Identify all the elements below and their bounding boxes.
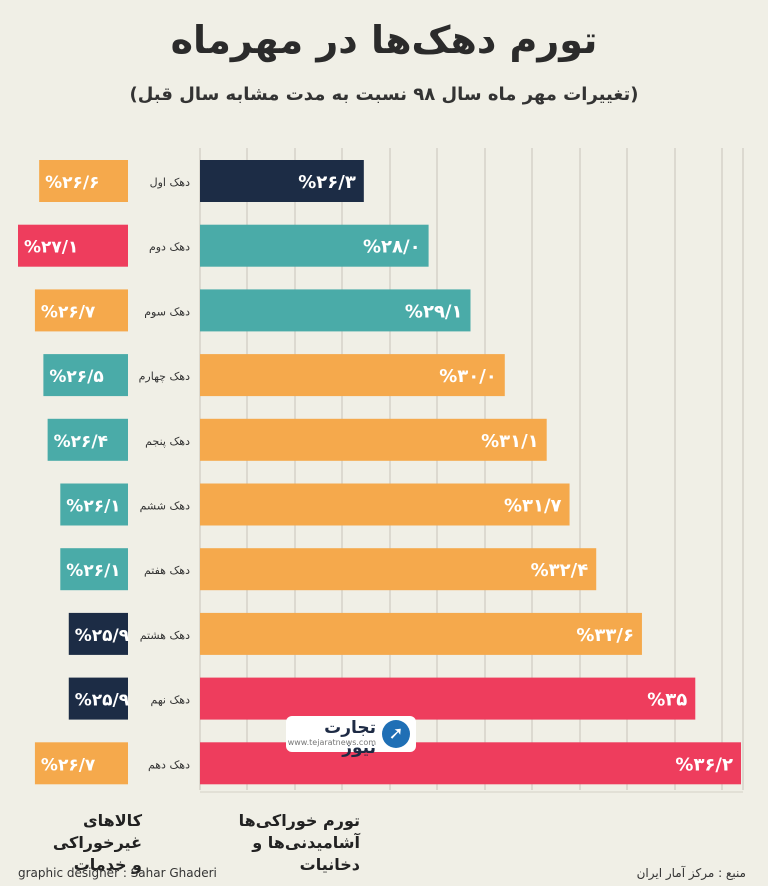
- nonfood-bar: [34, 289, 128, 332]
- arrow-logo-icon: ➚: [382, 720, 410, 748]
- food-bar: [200, 483, 570, 526]
- logo-url: www.tejaratnews.com: [287, 738, 376, 747]
- food-bar: [200, 548, 597, 591]
- nonfood-bar-label: %۲۶/۱: [66, 561, 120, 581]
- tejaratnews-logo: ➚ تجارت نیوز www.tejaratnews.com: [286, 716, 416, 758]
- legend-food-line2: آشامیدنی‌ها و دخانیات: [252, 833, 360, 874]
- food-bar: [200, 742, 741, 785]
- food-bar-label: %۲۹/۱: [405, 301, 463, 322]
- category-label: دهک دوم: [149, 241, 190, 254]
- category-label: دهک هفتم: [144, 564, 190, 577]
- food-bar: [200, 418, 547, 461]
- legend-nonfood-line1: کالاهای غیرخوراکی: [52, 811, 142, 852]
- food-bar-label: %۳۰/۰: [439, 366, 497, 387]
- nonfood-bar-label: %۲۶/۶: [45, 173, 99, 193]
- nonfood-bar: [68, 677, 128, 720]
- food-bar: [200, 354, 505, 397]
- nonfood-bar: [60, 483, 128, 526]
- food-bar: [200, 612, 642, 655]
- nonfood-bar: [34, 742, 128, 785]
- category-label: دهک سوم: [144, 305, 190, 318]
- category-label: دهک هشتم: [140, 629, 190, 642]
- food-bar-label: %۳۳/۶: [576, 625, 634, 646]
- category-label: دهک اول: [150, 176, 191, 189]
- nonfood-bar-label: %۲۵/۹: [75, 626, 130, 646]
- food-bar-label: %۲۸/۰: [363, 237, 421, 258]
- logo-name: تجارت نیوز: [324, 718, 376, 758]
- chart-title: تورم دهک‌ها در مهرماه: [170, 18, 598, 62]
- nonfood-bar-label: %۲۶/۷: [41, 302, 96, 322]
- nonfood-bar: [43, 354, 129, 397]
- nonfood-bar: [39, 160, 128, 202]
- category-label: دهک پنجم: [145, 435, 190, 448]
- chart-subtitle: (تغییرات مهر ماه سال ۹۸ نسبت به مدت مشاب…: [129, 84, 639, 105]
- food-bar: [200, 224, 429, 267]
- legend-nonfood-line2: و خدمات: [73, 855, 142, 874]
- nonfood-bar-label: %۲۷/۱: [24, 238, 78, 258]
- nonfood-bar: [47, 418, 128, 461]
- food-bar: [200, 677, 696, 720]
- food-bar-label: %۳۱/۷: [504, 496, 562, 517]
- designer-credit: graphic designer : Sahar Ghaderi: [18, 866, 217, 880]
- category-label: دهک دهم: [148, 758, 190, 771]
- legend-nonfood: کالاهای غیرخوراکی و خدمات: [12, 810, 142, 876]
- nonfood-bar: [68, 612, 128, 655]
- food-bar-label: %۳۶/۲: [675, 754, 733, 775]
- category-label: دهک نهم: [151, 694, 191, 707]
- nonfood-bar-label: %۲۶/۵: [49, 367, 103, 387]
- legend-food-line1: تورم خوراکی‌ها: [238, 811, 360, 830]
- food-bar-label: %۳۲/۴: [531, 560, 589, 581]
- source-credit: منبع : مرکز آمار ایران: [636, 866, 746, 880]
- food-bar-label: %۲۶/۳: [298, 172, 356, 193]
- legend-food: تورم خوراکی‌ها آشامیدنی‌ها و دخانیات: [200, 810, 360, 876]
- food-bar: [200, 289, 471, 332]
- nonfood-bar-label: %۲۶/۴: [54, 432, 108, 452]
- food-bar-label: %۳۵: [647, 690, 687, 711]
- nonfood-bar-label: %۲۵/۹: [75, 691, 130, 711]
- nonfood-bar: [18, 224, 128, 267]
- food-bar-label: %۳۱/۱: [481, 431, 539, 452]
- nonfood-bar-label: %۲۶/۷: [41, 755, 96, 775]
- food-bar: [200, 160, 364, 202]
- nonfood-bar: [60, 548, 128, 591]
- nonfood-bar-label: %۲۶/۱: [66, 497, 120, 517]
- category-label: دهک چهارم: [139, 370, 190, 383]
- category-label: دهک ششم: [140, 500, 190, 513]
